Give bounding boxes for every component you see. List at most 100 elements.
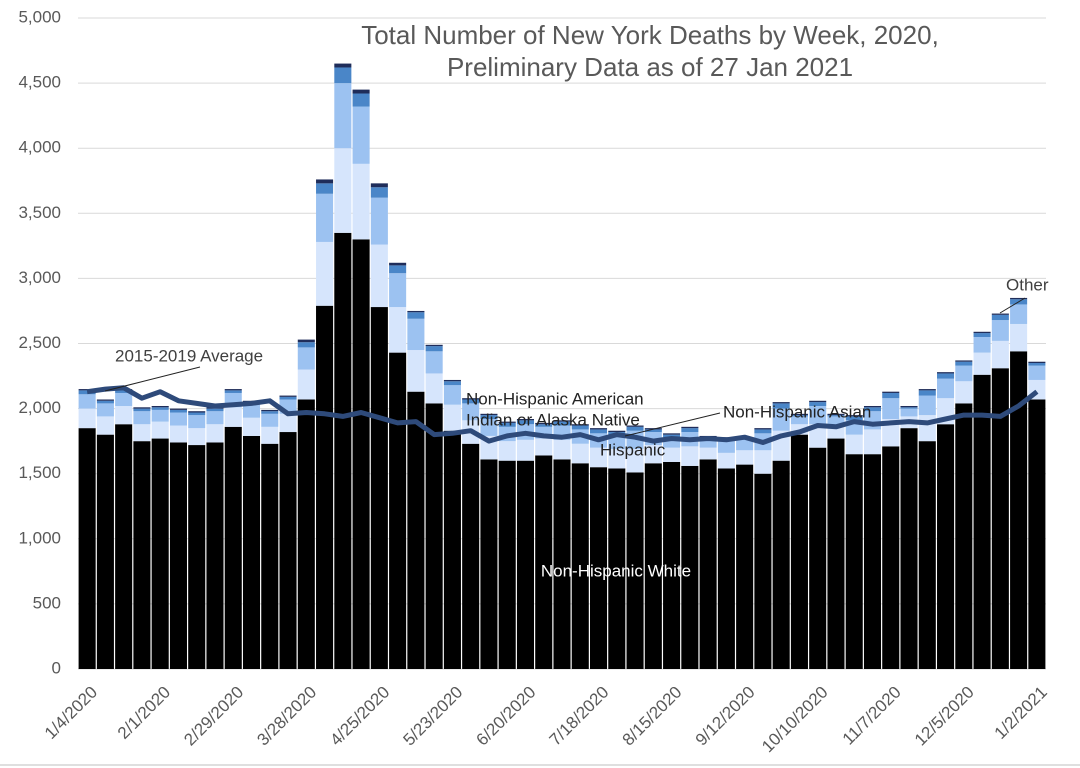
bar-segment (242, 404, 261, 418)
bar-segment (863, 405, 882, 408)
bar-segment (1010, 351, 1028, 669)
bar-segment (78, 390, 96, 395)
bar-segment (151, 421, 169, 439)
bar-segment (663, 461, 681, 669)
bar-segment (389, 265, 407, 274)
bar-segment (78, 428, 96, 669)
bar-segment (425, 351, 443, 374)
annotation: 2015-2019 Average (115, 346, 263, 365)
bar-segment (973, 333, 991, 337)
bar-segment (845, 415, 863, 417)
bar-segment (389, 262, 407, 266)
bar-segment (644, 429, 662, 433)
bar-segment (900, 428, 918, 669)
bar-segment (516, 460, 535, 669)
bar-segment (151, 438, 169, 669)
bar-segment (663, 433, 681, 435)
annotation: Non-Hispanic White (541, 561, 691, 580)
bar-segment (991, 314, 1009, 321)
bar-segment (717, 452, 735, 469)
bar-segment (1028, 399, 1046, 669)
x-tick-label: 2/29/2020 (180, 683, 247, 750)
bar-segment (699, 459, 717, 669)
bar-segment (882, 446, 900, 669)
bar-segment (370, 183, 388, 188)
bar-segment (863, 454, 882, 669)
bar-segment (772, 408, 790, 431)
bar-segment (96, 434, 114, 669)
y-tick-label: 4,500 (18, 73, 61, 92)
bar-segment (790, 434, 808, 669)
bar-segment (297, 369, 315, 400)
bar-segment (480, 419, 498, 436)
bar-segment (370, 197, 388, 245)
bar-segment (224, 390, 242, 393)
chart-subtitle: Preliminary Data as of 27 Jan 2021 (447, 52, 853, 82)
bar-segment (809, 447, 827, 669)
bar-segment (389, 307, 407, 353)
x-tick-label: 11/7/2020 (839, 683, 905, 749)
bar-segment (626, 448, 644, 473)
bar-segment (991, 340, 1009, 369)
bar-segment (370, 187, 388, 198)
bar-segment (206, 411, 224, 425)
bar-segment (809, 424, 827, 448)
bar-segment (224, 426, 242, 669)
bar-segment (334, 67, 352, 84)
bar-segment (863, 429, 882, 455)
bar-segment (480, 413, 498, 416)
bar-segment (955, 361, 973, 366)
bar-segment (133, 408, 151, 412)
bar-segment (1028, 365, 1046, 380)
bar-segment (937, 424, 955, 669)
bar-segment (754, 473, 772, 669)
bar-segment (115, 392, 133, 406)
bar-segment (827, 416, 845, 426)
bar-segment (608, 468, 626, 669)
bar-segment (480, 459, 498, 669)
bar-segment (334, 148, 352, 233)
bar-segment (681, 465, 699, 669)
bar-segment (352, 89, 370, 94)
bar-segment (553, 421, 571, 426)
bar-segment (717, 441, 735, 453)
x-tick-label: 8/15/2020 (619, 683, 686, 750)
bar-segment (407, 312, 425, 319)
bar-segment (845, 416, 863, 421)
bar-segment (681, 426, 699, 429)
overlay: 2015-2019 Average Non-Hispanic American In… (86, 275, 1049, 580)
bar-segment (571, 443, 589, 464)
bar-segment (498, 422, 516, 427)
bar-segment (316, 305, 334, 669)
bar-segment (407, 318, 425, 351)
y-tick-label: 2,500 (18, 333, 61, 352)
bar-segment (535, 455, 553, 669)
x-tick-label: 7/18/2020 (546, 683, 613, 750)
bar-segment (1010, 323, 1028, 352)
x-tick-label: 1/4/2020 (41, 683, 101, 743)
bar-segment (370, 307, 388, 669)
bar-segment (553, 439, 571, 460)
bar-segment (425, 344, 443, 347)
bar-segment (462, 399, 480, 404)
y-tick-label: 3,500 (18, 203, 61, 222)
bar-segment (973, 331, 991, 334)
bar-segment (991, 313, 1009, 315)
bar-segment (425, 346, 443, 352)
bar-segment (151, 409, 169, 422)
bar-segment (206, 408, 224, 412)
bar-segment (973, 336, 991, 353)
bar-segment (900, 407, 918, 409)
bar-segment (169, 442, 187, 669)
bar-segment (553, 459, 571, 669)
bar-segment (334, 83, 352, 149)
bar-segment (188, 411, 206, 413)
bar-segment (736, 464, 754, 669)
bar-segment (96, 400, 114, 404)
y-tick-label: 1,500 (18, 463, 61, 482)
bar-segment (261, 409, 279, 412)
bar-segment (516, 439, 535, 461)
bar-segment (589, 447, 608, 468)
bar-segment (626, 426, 644, 431)
annotation: Indian or Alaska Native (466, 410, 640, 429)
